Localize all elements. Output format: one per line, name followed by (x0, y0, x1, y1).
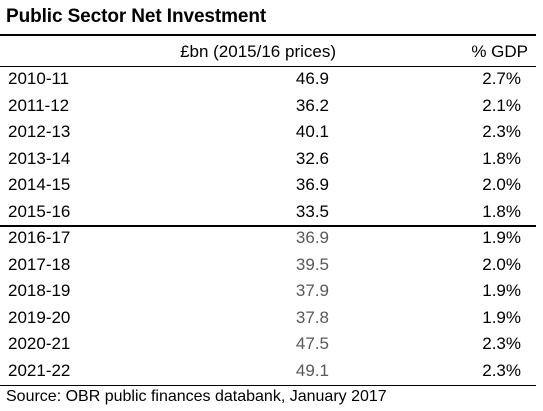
top-rule (0, 34, 536, 36)
table-row: 2021-22 49.1 2.3% (0, 358, 536, 385)
year-cell: 2011-12 (8, 95, 70, 115)
value-cell: 37.9 (295, 281, 329, 300)
gdp-cell: 2.0% (482, 254, 521, 274)
column-header-value: £bn (2015/16 prices) (180, 42, 336, 61)
value-cell: 49.1 (295, 360, 329, 380)
gdp-cell: 1.9% (482, 307, 521, 327)
table-row: 2014-15 36.9 2.0% (0, 172, 536, 199)
value-cell: 40.1 (295, 122, 329, 141)
gdp-cell: 1.8% (482, 148, 521, 168)
year-cell: 2019-20 (8, 307, 71, 327)
value-cell: 47.5 (295, 334, 329, 353)
year-cell: 2013-14 (8, 148, 71, 168)
table-row: 2012-13 40.1 2.3% (0, 119, 536, 146)
column-header-gdp: % GDP (471, 42, 528, 61)
value-cell: 36.9 (295, 175, 329, 194)
table-row: 2017-18 39.5 2.0% (0, 252, 536, 279)
gdp-cell: 1.9% (482, 281, 521, 300)
table-row: 2016-17 36.9 1.9% (0, 225, 536, 252)
year-cell: 2021-22 (8, 360, 71, 380)
value-cell: 39.5 (295, 254, 329, 274)
gdp-cell: 2.0% (482, 175, 521, 194)
value-cell: 32.6 (295, 148, 329, 168)
gdp-cell: 2.7% (482, 69, 521, 88)
bottom-rule (0, 385, 536, 386)
gdp-cell: 1.8% (482, 201, 521, 221)
year-cell: 2020-21 (8, 334, 71, 353)
year-cell: 2014-15 (8, 175, 71, 194)
table-row: 2019-20 37.8 1.9% (0, 305, 536, 332)
gdp-cell: 2.3% (482, 334, 521, 353)
year-cell: 2016-17 (8, 228, 71, 247)
value-cell: 37.8 (295, 307, 329, 327)
table-body: 2010-11 46.9 2.7% 2011-12 36.2 2.1% 2012… (0, 66, 536, 384)
value-cell: 46.9 (295, 69, 329, 88)
forecast-divider (0, 225, 536, 227)
value-cell: 33.5 (295, 201, 329, 221)
value-cell: 36.9 (295, 228, 329, 247)
gdp-cell: 2.1% (482, 95, 521, 115)
table-row: 2010-11 46.9 2.7% (0, 66, 536, 93)
table-row: 2013-14 32.6 1.8% (0, 146, 536, 173)
gdp-cell: 2.3% (482, 360, 521, 380)
table-row: 2011-12 36.2 2.1% (0, 93, 536, 120)
table-row: 2020-21 47.5 2.3% (0, 331, 536, 358)
value-cell: 36.2 (295, 95, 329, 115)
header-rule (0, 66, 536, 67)
table-row: 2018-19 37.9 1.9% (0, 278, 536, 305)
year-cell: 2015-16 (8, 201, 71, 221)
table-title: Public Sector Net Investment (6, 6, 267, 27)
gdp-cell: 1.9% (482, 228, 521, 247)
year-cell: 2018-19 (8, 281, 71, 300)
table-row: 2015-16 33.5 1.8% (0, 199, 536, 226)
year-cell: 2017-18 (8, 254, 71, 274)
year-cell: 2012-13 (8, 122, 71, 141)
gdp-cell: 2.3% (482, 122, 521, 141)
year-cell: 2010-11 (8, 69, 70, 88)
source-note: Source: OBR public finances databank, Ja… (6, 388, 387, 405)
